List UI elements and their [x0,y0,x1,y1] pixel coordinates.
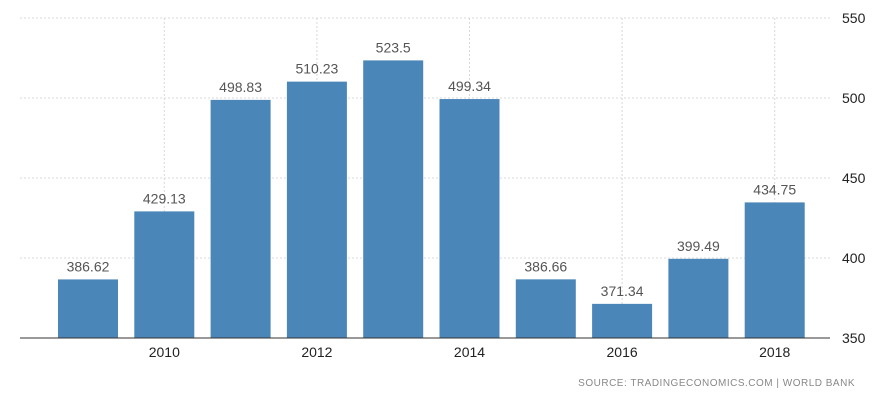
bar [58,279,118,338]
bar [134,211,195,338]
y-tick-label: 400 [842,250,866,266]
y-tick-label: 550 [842,10,866,26]
y-tick-label: 450 [842,170,866,186]
source-note: SOURCE: TRADINGECONOMICS.COM | WORLD BAN… [578,378,855,389]
data-label: 429.13 [143,190,186,206]
data-label: 371.34 [601,283,644,299]
bar [668,258,729,338]
x-tick-label: 2012 [301,344,332,360]
x-tick-label: 2014 [454,344,485,360]
data-label: 499.34 [448,78,491,94]
bar [439,99,500,338]
x-tick-label: 2010 [149,344,180,360]
bar [210,99,271,338]
data-label: 523.5 [376,39,411,55]
y-axis-ticks: 350 400 450 500 550 [842,10,866,346]
x-tick-label: 2016 [607,344,638,360]
x-tick-label: 2018 [759,344,790,360]
bar [744,202,805,338]
bar [592,303,653,338]
y-tick-label: 500 [842,90,866,106]
data-label: 434.75 [753,181,796,197]
chart-bars [58,60,805,339]
data-label: 498.83 [219,79,262,95]
data-label: 386.62 [67,258,110,274]
data-label: 399.49 [677,238,720,254]
bar [363,60,424,339]
data-label: 386.66 [524,258,567,274]
data-label: 510.23 [295,61,338,77]
chart-data-labels: 386.62 429.13 498.83 510.23 523.5 499.34 386.6… [67,39,797,298]
y-tick-label: 350 [842,330,866,346]
bar [515,279,576,338]
x-axis-ticks: 2010 2012 2014 2016 2018 [149,344,791,360]
bar [286,81,347,339]
